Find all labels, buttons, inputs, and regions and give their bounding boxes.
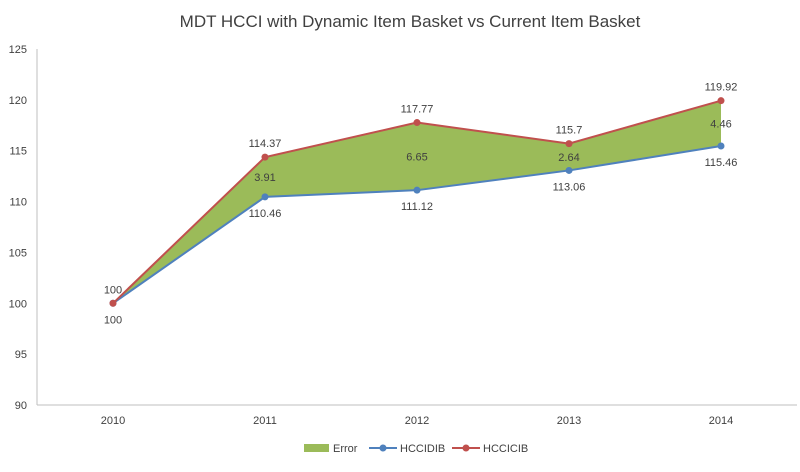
hccicib-data-label: 114.37 bbox=[249, 138, 282, 150]
error-data-label: 4.46 bbox=[710, 118, 731, 130]
legend-label-hccidib: HCCIDIB bbox=[400, 443, 445, 455]
x-tick-label: 2014 bbox=[709, 415, 733, 427]
hccicib-point bbox=[261, 153, 269, 161]
x-tick-label: 2012 bbox=[405, 415, 429, 427]
legend-label-error: Error bbox=[333, 443, 358, 455]
legend-label-hccicib: HCCICIB bbox=[483, 443, 528, 455]
hccicib-data-label: 100 bbox=[104, 284, 122, 296]
x-tick-label: 2011 bbox=[253, 415, 277, 427]
hccidib-data-label: 115.46 bbox=[705, 157, 738, 169]
hccidib-point bbox=[717, 142, 725, 150]
hccicib-data-label: 117.77 bbox=[401, 104, 434, 116]
hccidib-point bbox=[565, 166, 573, 174]
x-tick-label: 2013 bbox=[557, 415, 581, 427]
hccidib-data-label: 110.46 bbox=[249, 208, 282, 220]
error-data-label: 2.64 bbox=[558, 152, 579, 164]
legend: Error HCCIDIB HCCICIB bbox=[304, 443, 528, 455]
hccicib-point bbox=[717, 97, 725, 105]
hccicib-point bbox=[109, 299, 117, 307]
y-tick-label: 100 bbox=[9, 298, 27, 310]
hccicib-point bbox=[413, 119, 421, 127]
hccicib-point bbox=[565, 140, 573, 148]
legend-swatch-error bbox=[304, 444, 329, 452]
y-tick-label: 110 bbox=[9, 197, 27, 209]
hccidib-point bbox=[413, 186, 421, 194]
hccidib-data-label: 113.06 bbox=[553, 181, 586, 193]
y-tick-label: 115 bbox=[9, 146, 27, 158]
error-data-label: 6.65 bbox=[406, 151, 427, 163]
legend-marker-hccidib bbox=[379, 444, 387, 452]
y-tick-label: 125 bbox=[9, 44, 27, 56]
x-tick-label: 2010 bbox=[101, 415, 125, 427]
y-tick-label: 105 bbox=[9, 247, 27, 259]
y-tick-label: 120 bbox=[9, 95, 27, 107]
error-area bbox=[113, 100, 721, 304]
hccidib-point bbox=[261, 193, 269, 201]
hccidib-data-label: 111.12 bbox=[401, 201, 433, 213]
y-tick-label: 90 bbox=[15, 400, 27, 412]
legend-marker-hccicib bbox=[462, 444, 470, 452]
hccicib-data-label: 115.7 bbox=[556, 125, 583, 137]
y-tick-label: 95 bbox=[15, 349, 27, 361]
hccicib-data-label: 119.92 bbox=[705, 82, 738, 94]
chart-title: MDT HCCI with Dynamic Item Basket vs Cur… bbox=[180, 12, 641, 31]
hccidib-data-label: 100 bbox=[104, 314, 122, 326]
error-data-label: 3.91 bbox=[254, 172, 275, 184]
